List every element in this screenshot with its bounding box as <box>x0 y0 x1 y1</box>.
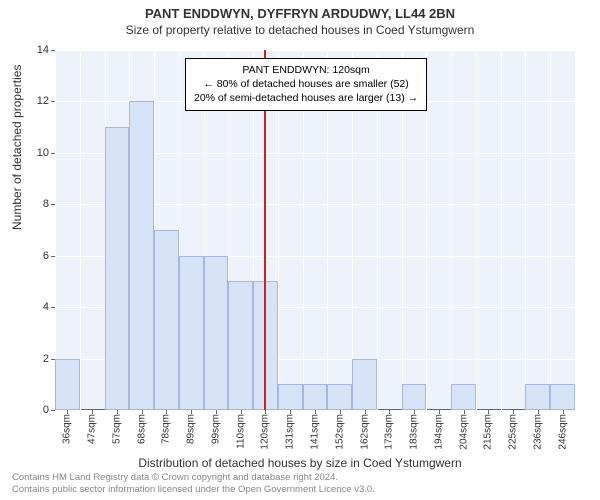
histogram-bar <box>154 230 179 410</box>
y-tick-label: 14 <box>37 44 49 56</box>
gridline-v <box>525 50 526 410</box>
x-tick-label: 152sqm <box>334 414 345 450</box>
gridline-v <box>476 50 477 410</box>
x-tick-label: 99sqm <box>210 414 221 444</box>
x-tick-label: 141sqm <box>310 414 321 450</box>
x-tick-label: 89sqm <box>186 414 197 444</box>
x-tick-label: 78sqm <box>161 414 172 444</box>
gridline-v <box>451 50 452 410</box>
y-tick-label: 2 <box>43 353 49 365</box>
gridline-v <box>550 50 551 410</box>
y-tick-label: 6 <box>43 250 49 262</box>
histogram-bar <box>228 281 253 410</box>
histogram-bar <box>303 384 328 410</box>
y-tick-label: 0 <box>43 404 49 416</box>
plot-area: 0246810121436sqm47sqm57sqm68sqm78sqm89sq… <box>55 50 575 410</box>
histogram-bar <box>352 359 377 410</box>
histogram-bar <box>327 384 352 410</box>
annotation-line: 20% of semi-detached houses are larger (… <box>194 91 418 105</box>
histogram-bar <box>204 256 229 410</box>
gridline-v <box>575 50 576 410</box>
y-tick-label: 4 <box>43 301 49 313</box>
histogram-bar <box>451 384 476 410</box>
y-axis-label: Number of detached properties <box>10 65 24 230</box>
chart-subtitle: Size of property relative to detached ho… <box>0 23 600 37</box>
x-tick-label: 57sqm <box>111 414 122 444</box>
title-block: PANT ENDDWYN, DYFFRYN ARDUDWY, LL44 2BN … <box>0 6 600 37</box>
histogram-bar <box>55 359 80 410</box>
x-tick-label: 47sqm <box>87 414 98 444</box>
x-tick-label: 131sqm <box>285 414 296 450</box>
x-tick-label: 215sqm <box>483 414 494 450</box>
histogram-bar <box>105 127 130 410</box>
annotation-box: PANT ENDDWYN: 120sqm← 80% of detached ho… <box>185 58 427 111</box>
footer-line-2: Contains public sector information licen… <box>12 484 375 496</box>
x-tick-label: 68sqm <box>136 414 147 444</box>
footer-line-1: Contains HM Land Registry data © Crown c… <box>12 472 375 484</box>
x-tick-label: 246sqm <box>557 414 568 450</box>
x-tick-label: 236sqm <box>532 414 543 450</box>
histogram-bar <box>550 384 575 410</box>
gridline-h <box>55 50 575 51</box>
annotation-line: PANT ENDDWYN: 120sqm <box>194 63 418 77</box>
x-tick-label: 120sqm <box>260 414 271 450</box>
x-tick-label: 194sqm <box>433 414 444 450</box>
chart-title: PANT ENDDWYN, DYFFRYN ARDUDWY, LL44 2BN <box>0 6 600 21</box>
footer-attribution: Contains HM Land Registry data © Crown c… <box>12 472 375 496</box>
gridline-v <box>501 50 502 410</box>
gridline-v <box>55 50 56 410</box>
histogram-bar <box>525 384 550 410</box>
x-tick-label: 36sqm <box>62 414 73 444</box>
x-tick-label: 162sqm <box>359 414 370 450</box>
annotation-line: ← 80% of detached houses are smaller (52… <box>194 77 418 91</box>
histogram-bar <box>402 384 427 410</box>
gridline-v <box>80 50 81 410</box>
y-tick-label: 10 <box>37 147 49 159</box>
x-tick-label: 183sqm <box>409 414 420 450</box>
histogram-bar <box>129 101 154 410</box>
x-axis-label: Distribution of detached houses by size … <box>0 456 600 470</box>
x-tick-label: 225sqm <box>508 414 519 450</box>
histogram-bar <box>278 384 303 410</box>
y-tick-label: 8 <box>43 198 49 210</box>
histogram-chart: PANT ENDDWYN, DYFFRYN ARDUDWY, LL44 2BN … <box>0 0 600 500</box>
x-tick-label: 173sqm <box>384 414 395 450</box>
y-tick-label: 12 <box>37 95 49 107</box>
x-tick-label: 110sqm <box>235 414 246 449</box>
x-tick-label: 204sqm <box>458 414 469 450</box>
histogram-bar <box>179 256 204 410</box>
